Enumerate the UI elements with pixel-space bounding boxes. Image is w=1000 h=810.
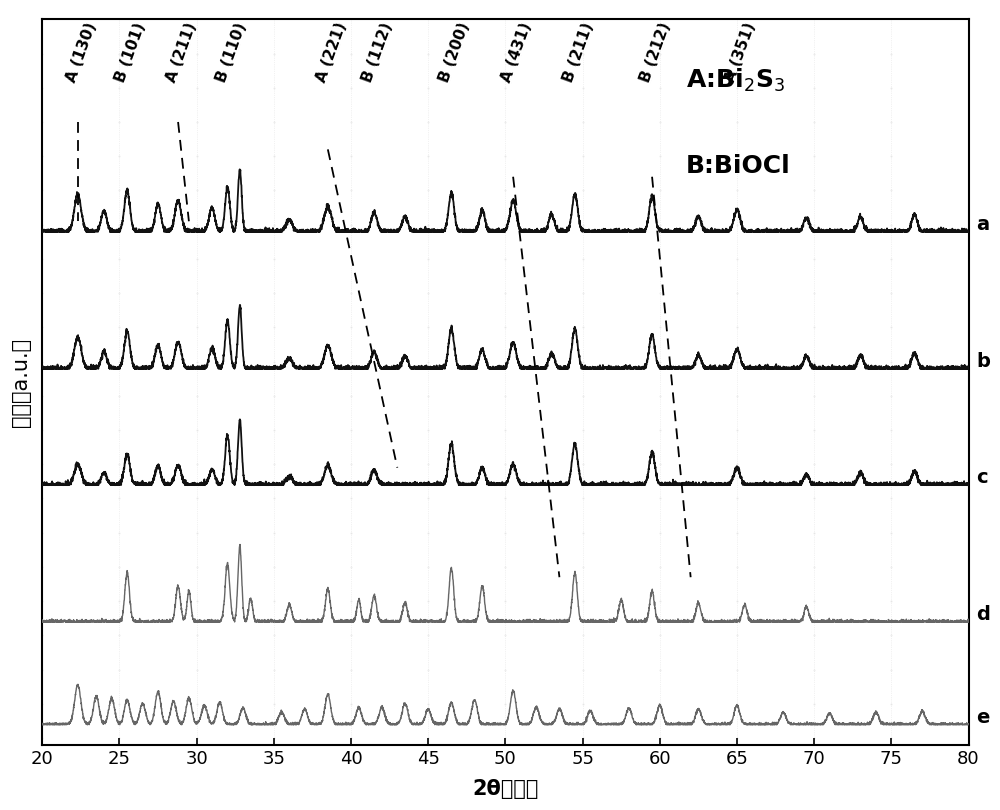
Text: a: a [976, 215, 989, 234]
Text: A (130): A (130) [64, 20, 99, 84]
Text: A (221): A (221) [314, 20, 349, 84]
Y-axis label: 强度（a.u.）: 强度（a.u.） [11, 338, 31, 427]
Text: B (110): B (110) [213, 21, 249, 84]
Text: A (351): A (351) [723, 20, 758, 84]
Text: B:BiOCl: B:BiOCl [686, 154, 791, 177]
Text: e: e [976, 708, 990, 727]
Text: B (200): B (200) [437, 20, 473, 84]
Text: c: c [976, 468, 988, 488]
Text: b: b [976, 352, 990, 371]
Text: A (211): A (211) [164, 20, 199, 84]
Text: B (211): B (211) [561, 20, 596, 84]
Text: B (112): B (112) [360, 20, 395, 84]
Text: B (212): B (212) [638, 20, 673, 84]
X-axis label: 2θ（度）: 2θ（度） [472, 779, 539, 799]
Text: A:Bi$_2$S$_3$: A:Bi$_2$S$_3$ [686, 66, 785, 94]
Text: B (101): B (101) [113, 21, 148, 84]
Text: A (431): A (431) [499, 20, 534, 84]
Text: d: d [976, 605, 990, 625]
